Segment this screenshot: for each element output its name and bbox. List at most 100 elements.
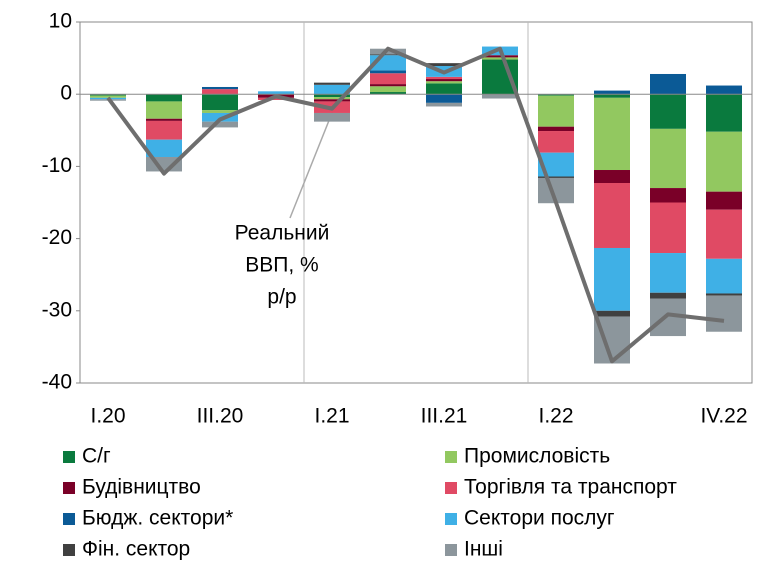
bar-segment xyxy=(482,55,518,58)
bar-segment xyxy=(706,131,742,192)
legend-swatch xyxy=(63,513,75,525)
bar-segment xyxy=(706,85,742,95)
bar-segment xyxy=(594,170,630,184)
x-tick-label: I.21 xyxy=(314,405,349,428)
bar-segment xyxy=(202,121,238,128)
bar-segment xyxy=(650,188,686,203)
legend-swatch xyxy=(445,482,457,494)
bar-segment xyxy=(706,295,742,332)
bar-segment xyxy=(706,293,742,296)
bar-segment xyxy=(426,63,462,67)
legend-label: Інші xyxy=(464,538,503,561)
legend-label: С/г xyxy=(82,445,111,468)
bar-segment xyxy=(258,91,294,95)
bar-segment xyxy=(426,81,462,84)
legend-label: Бюдж. сектори* xyxy=(82,507,233,530)
plot-frame xyxy=(79,21,753,384)
bar-segment xyxy=(370,92,406,95)
bar-segment xyxy=(650,73,686,95)
bar-segment xyxy=(146,94,182,102)
bar-segment xyxy=(426,76,462,80)
legend-swatch xyxy=(63,451,75,463)
bar-segment xyxy=(706,191,742,210)
bar-segment xyxy=(426,102,462,107)
legend-label: Фін. сектор xyxy=(82,538,190,561)
legend-label: Промисловість xyxy=(464,445,610,468)
bar-segment xyxy=(202,112,238,122)
bar-segment xyxy=(314,94,350,98)
bar-segment xyxy=(370,73,406,85)
bar-segment xyxy=(538,126,574,132)
bar-segment xyxy=(202,86,238,90)
bar-segment xyxy=(482,94,518,99)
bar-segment xyxy=(706,209,742,259)
bar-segment xyxy=(594,90,630,95)
legend-label: Будівництво xyxy=(82,476,201,499)
bar-segment xyxy=(594,310,630,317)
y-tick-label: -30 xyxy=(42,298,72,321)
annotation: ВВП, % xyxy=(245,254,318,277)
bar-segment xyxy=(258,97,294,100)
bar-segment xyxy=(202,110,238,113)
bar-segment xyxy=(650,94,686,129)
bar-segment xyxy=(146,139,182,158)
bar-segment xyxy=(146,101,182,119)
bar-segment xyxy=(146,118,182,121)
legend-swatch xyxy=(63,482,75,494)
annotation: Реальний xyxy=(235,222,330,245)
bar-segment xyxy=(202,89,238,95)
legend-swatch xyxy=(445,544,457,556)
bar-segment xyxy=(594,183,630,248)
bar-segment xyxy=(650,202,686,254)
bar-segment xyxy=(594,247,630,311)
bar-segment xyxy=(370,70,406,74)
bar-segment xyxy=(370,84,406,87)
bar-segment xyxy=(538,95,574,127)
bar-segment xyxy=(650,128,686,189)
bar-segment xyxy=(202,94,238,111)
x-tick-label: IV.22 xyxy=(700,405,747,428)
y-tick-label: -20 xyxy=(42,226,72,249)
bar-segment xyxy=(314,99,350,102)
bar-segment xyxy=(370,54,406,56)
x-tick-label: III.21 xyxy=(421,405,468,428)
legend-swatch xyxy=(445,451,457,463)
bar-segment xyxy=(706,258,742,294)
bar-segment xyxy=(370,86,406,93)
bar-segment xyxy=(314,97,350,100)
legend-swatch xyxy=(445,513,457,525)
bar-segment xyxy=(538,176,574,178)
gdp-line xyxy=(106,46,725,364)
bar-segment xyxy=(594,94,630,98)
y-tick-label: -40 xyxy=(42,371,72,394)
bar-segment xyxy=(426,83,462,95)
legend-label: Торгівля та транспорт xyxy=(464,476,677,499)
bar-segment xyxy=(314,84,350,95)
bar-segment xyxy=(426,79,462,82)
bar-segment xyxy=(90,95,126,98)
x-tick-label: III.20 xyxy=(197,405,244,428)
annotation: р/р xyxy=(267,286,296,309)
x-tick-label: I.22 xyxy=(538,405,573,428)
bar-segment xyxy=(90,94,126,96)
y-tick-label: 10 xyxy=(49,10,72,33)
y-tick-label: 0 xyxy=(60,82,72,105)
bar-segment xyxy=(650,253,686,293)
bar-segment xyxy=(706,94,742,132)
bar-segment xyxy=(594,97,630,171)
bar-segment xyxy=(314,82,350,85)
bar-segment xyxy=(538,94,574,96)
bar-segment xyxy=(538,152,574,177)
y-tick-label: -10 xyxy=(42,154,72,177)
bar-segment xyxy=(650,292,686,299)
bar-segment xyxy=(426,94,462,103)
bar-segment xyxy=(314,112,350,122)
x-tick-label: I.20 xyxy=(90,405,125,428)
legend-swatch xyxy=(63,544,75,556)
bar-segment xyxy=(538,131,574,153)
bar-segment xyxy=(482,57,518,60)
annotation-leader xyxy=(289,107,335,219)
bar-segment xyxy=(146,120,182,140)
legend-label: Сектори послуг xyxy=(464,507,615,530)
